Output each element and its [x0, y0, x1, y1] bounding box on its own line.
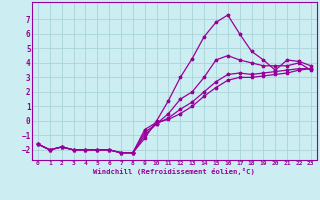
- X-axis label: Windchill (Refroidissement éolien,°C): Windchill (Refroidissement éolien,°C): [93, 168, 255, 175]
